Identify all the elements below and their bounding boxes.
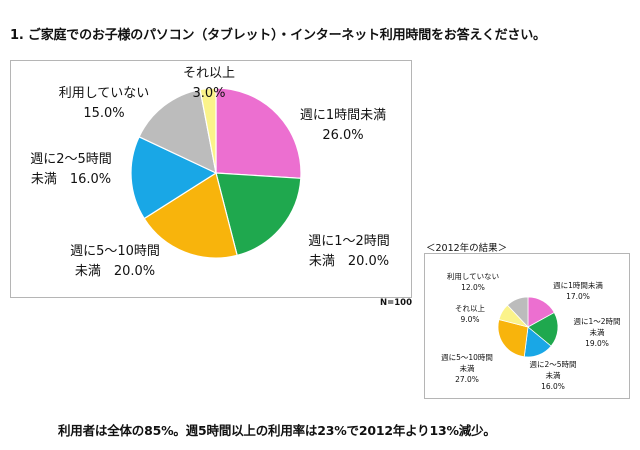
slice-label-line: 利用していない [59, 86, 150, 101]
pie-slice [497, 319, 529, 358]
slice-label-line: 週に5～10時間 [70, 244, 160, 259]
slice-label-line: 週に2～5時間 [30, 152, 112, 167]
slice-label: 週に2～5時間未満 16.0% [529, 360, 576, 391]
slice-label: それ以上 3.0% [183, 66, 235, 101]
slice-label-line: 未満 20.0% [75, 264, 155, 279]
slice-label: 利用していない 12.0% [447, 271, 499, 292]
slice-label-line: 週に1～2時間 [573, 317, 620, 326]
slice-label-line: 週に2～5時間 [529, 360, 576, 369]
pie-slice [215, 87, 302, 179]
slice-label-line: 12.0% [461, 283, 485, 292]
slice-label-line: 未満 20.0% [309, 254, 389, 269]
slice-label-line: 週に1時間未満 [300, 108, 386, 123]
slice-label-line: 19.0% [585, 339, 609, 348]
slice-label-line: 27.0% [455, 375, 479, 384]
slice-label-line: 15.0% [83, 106, 124, 121]
sample-size-label: N=100 [380, 298, 412, 308]
pie-slice [143, 172, 238, 259]
slice-label-line: 未満 [590, 327, 605, 337]
comparison-pie-chart: 週に1時間未満 17.0%週に1～2時間未満 19.0%週に2～5時間未満 16.0%… [441, 271, 620, 391]
slice-label-line: それ以上 [455, 304, 485, 313]
slice-label-line: それ以上 [183, 66, 235, 81]
slice-label: 週に1時間未満 17.0% [553, 280, 603, 301]
slice-label: 週に5～10時間未満 27.0% [441, 353, 493, 384]
slice-label: 週に1～2時間未満 20.0% [308, 234, 390, 269]
pie-slice [506, 296, 529, 329]
slice-label: 利用していない 15.0% [59, 86, 150, 121]
comparison-chart-panel: 週に1時間未満 17.0% 週に1～2時間未満 19.0% 週に2～5時間未満 16.0%… [424, 253, 630, 399]
conclusion-text: 利用者は全体の85%。週5時間以上の利用率は23%で2012年より13%減少。 [58, 423, 496, 438]
main-pie-chart: 週に1時間未満 26.0%週に1～2時間未満 20.0%週に5～10時間未満 20… [30, 66, 390, 279]
question-title: 1. ご家庭でのお子様のパソコン（タブレット）・インターネット利用時間をお答えく… [10, 28, 546, 43]
slice-label-line: 26.0% [322, 128, 363, 143]
pie-slice [138, 88, 217, 175]
slice-label: 週に1時間未満 26.0% [300, 108, 386, 143]
slice-label-line: 週に5～10時間 [441, 353, 493, 362]
pie-slice [215, 172, 302, 257]
slice-label-line: 週に1時間未満 [553, 280, 603, 290]
slice-label: 週に2～5時間未満 16.0% [30, 152, 112, 187]
slice-label: 週に1～2時間未満 19.0% [573, 317, 620, 348]
slice-label-line: 未満 16.0% [31, 172, 111, 187]
slice-label-line: 9.0% [460, 315, 479, 324]
slice-label-line: 週に1～2時間 [308, 234, 390, 249]
slice-label-line: 利用していない [447, 271, 499, 281]
slice-label-line: 3.0% [192, 86, 225, 101]
slice-label-line: 未満 [546, 370, 561, 380]
slice-label: 週に5～10時間未満 20.0% [70, 244, 160, 279]
slice-label-line: 17.0% [566, 292, 590, 301]
slice-label-line: 16.0% [541, 382, 565, 391]
pie-slice [199, 87, 217, 174]
comparison-title: ＜2012年の結果＞ [426, 243, 508, 254]
main-chart-panel: 週に1時間未満 26.0% 週に1～2時間未満 20.0% 週に5～10時間未満 20… [10, 60, 412, 298]
slice-label: それ以上 9.0% [455, 304, 485, 324]
slice-label-line: 未満 [460, 363, 475, 373]
pie-slice [130, 136, 218, 220]
